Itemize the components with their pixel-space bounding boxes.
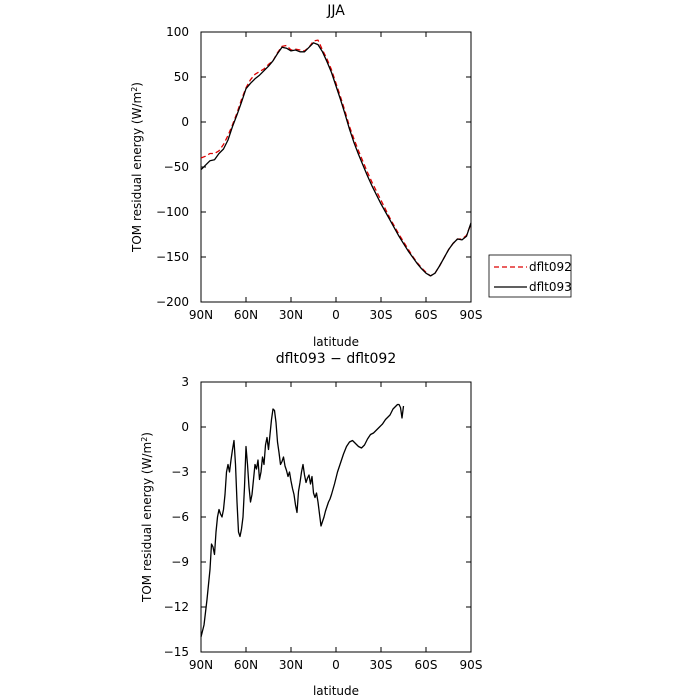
top-y-tick-label: 100	[166, 25, 189, 39]
top-series-group	[200, 39, 472, 277]
bottom-y-tick-label: −9	[171, 555, 189, 569]
bottom-x-tick-label: 90S	[460, 658, 483, 672]
top-y-tick-label: 50	[174, 70, 189, 84]
top-chart-title: JJA	[326, 3, 345, 19]
top-y-tick-label: −150	[156, 250, 189, 264]
top-series-line-dflt093	[200, 42, 472, 277]
bottom-series-line-dflt093-dflt092	[200, 403, 405, 638]
top-ticks: 90N 60N 30N 0 30S 60S 90S −200 −150 −100 −50 0 50 100	[156, 25, 482, 322]
bottom-x-tick-label: 60S	[415, 658, 438, 672]
bottom-series-group	[200, 403, 405, 638]
bottom-y-tick-label: −15	[164, 645, 189, 659]
top-x-axis-label: latitude	[313, 335, 359, 349]
top-y-tick-label: −50	[164, 160, 189, 174]
top-x-tick-label: 30S	[370, 308, 393, 322]
bottom-y-tick-label: −3	[171, 465, 189, 479]
bottom-x-tick-label: 0	[332, 658, 340, 672]
top-x-tick-label: 60S	[415, 308, 438, 322]
bottom-x-tick-label: 90N	[189, 658, 213, 672]
top-plot-frame	[200, 31, 472, 303]
top-y-axis-label: TOM residual energy (W/m2)	[130, 82, 145, 253]
top-x-tick-label: 90S	[460, 308, 483, 322]
top-y-tick-label: 0	[181, 115, 189, 129]
bottom-chart-title: dflt093 − dflt092	[276, 351, 396, 367]
bottom-y-tick-label: 0	[181, 420, 189, 434]
top-x-tick-label: 30N	[279, 308, 303, 322]
legend-label-dflt092: dflt092	[529, 260, 572, 274]
top-y-tick-label: −100	[156, 205, 189, 219]
top-y-tick-label: −200	[156, 295, 189, 309]
legend-label-dflt093: dflt093	[529, 280, 572, 294]
bottom-ticks: 90N 60N 30N 0 30S 60S 90S −15 −12 −9 −6 −3 0 3	[164, 375, 483, 672]
top-x-tick-label: 0	[332, 308, 340, 322]
bottom-y-tick-label: −6	[171, 510, 189, 524]
legend: dflt092 dflt093	[488, 254, 572, 298]
bottom-x-axis-label: latitude	[313, 684, 359, 698]
bottom-x-tick-label: 30S	[370, 658, 393, 672]
top-x-tick-label: 60N	[234, 308, 258, 322]
top-x-tick-label: 90N	[189, 308, 213, 322]
bottom-plot-frame	[200, 381, 472, 653]
bottom-y-tick-label: −12	[164, 600, 189, 614]
bottom-panel: dflt093 − dflt092 90N 60N 30N 0 30S 60S 90S −15…	[140, 351, 483, 698]
legend-box	[488, 254, 572, 298]
bottom-x-tick-label: 60N	[234, 658, 258, 672]
top-series-line-dflt092	[200, 39, 472, 277]
bottom-y-tick-label: 3	[181, 375, 189, 389]
bottom-x-tick-label: 30N	[279, 658, 303, 672]
bottom-y-axis-label: TOM residual energy (W/m2)	[140, 432, 155, 603]
top-panel: JJA 90N 60N 30N 0 30S 60S 90S −200 −150 −100 −50 0 5…	[130, 3, 483, 349]
